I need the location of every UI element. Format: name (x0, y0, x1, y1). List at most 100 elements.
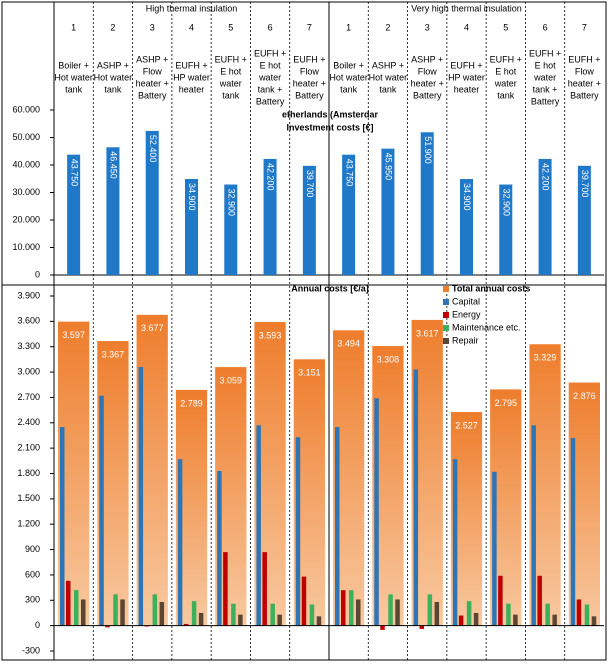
bar (185, 179, 198, 275)
component-bar (545, 603, 550, 626)
component-bar (395, 599, 400, 626)
column-label: Battery (413, 90, 442, 100)
column-label: water (533, 72, 556, 82)
value-label: 43.750 (69, 159, 79, 187)
group-title: Very high thermal insulation (411, 3, 522, 13)
column-number: 7 (582, 22, 587, 32)
component-bar (374, 398, 379, 626)
group-title: High thermal insulation (146, 3, 238, 13)
column-label: EUFH + (568, 54, 600, 64)
component-bar (301, 576, 307, 626)
bar (420, 132, 434, 275)
component-bar (419, 625, 425, 630)
column-label: EUFH + (450, 60, 482, 70)
component-bar (506, 603, 511, 626)
column-label: E hot (260, 60, 282, 70)
value-label: 3.593 (259, 330, 282, 340)
column-label: Battery (570, 90, 599, 100)
component-bar (473, 612, 479, 626)
column-label: tank (497, 90, 515, 100)
column-label: heater (179, 84, 205, 94)
column-label: water (494, 78, 517, 88)
column-label: HP water (448, 72, 485, 82)
component-bar (349, 590, 354, 626)
column-label: heater + (136, 78, 169, 88)
column-label: heater (454, 84, 480, 94)
bar (460, 179, 473, 275)
value-label: 3.597 (62, 330, 85, 340)
value-label: 32.900 (501, 189, 511, 217)
y-tick-label: 2.700 (17, 392, 40, 402)
component-bar (570, 438, 576, 626)
y-tick-label: 0 (35, 620, 40, 630)
column-label: HP water (173, 72, 210, 82)
y-tick-label: 3.600 (17, 316, 40, 326)
y-tick-label: 30.000 (12, 187, 40, 197)
bar (302, 165, 316, 275)
value-label: 39.700 (305, 170, 315, 198)
column-number: 1 (71, 22, 76, 32)
y-tick-label: 1.200 (17, 519, 40, 529)
y-tick-label: 1.800 (17, 468, 40, 478)
column-label: ASHP + (372, 60, 404, 70)
value-label: 3.617 (416, 328, 439, 338)
component-bar (427, 594, 433, 626)
component-bar (531, 425, 536, 626)
column-label: ASHP + (136, 54, 168, 64)
y-tick-label: 300 (25, 595, 40, 605)
component-bar (498, 575, 503, 626)
column-label: water (258, 72, 281, 82)
component-bar (120, 599, 125, 626)
bar (538, 158, 552, 275)
value-label: 2.876 (573, 391, 596, 401)
component-bar (81, 599, 86, 626)
component-bar (434, 601, 440, 626)
y-tick-label: 40.000 (12, 159, 40, 169)
legend-swatch (443, 312, 449, 318)
column-label: EUFH + (175, 60, 207, 70)
column-label: Battery (138, 90, 167, 100)
component-bar (238, 614, 243, 626)
column-label: Flow (143, 66, 163, 76)
column-label: E hot (535, 60, 557, 70)
component-bar (584, 604, 590, 626)
column-label: Flow (418, 66, 438, 76)
component-bar (492, 471, 497, 626)
column-number: 3 (425, 22, 430, 32)
value-label: 42.200 (541, 163, 551, 191)
legend-label: Capital (452, 296, 480, 306)
y-tick-label: 1.500 (17, 493, 40, 503)
component-bar (388, 594, 393, 626)
chart-title: etherlands (Amsterdar (282, 109, 379, 119)
column-number: 1 (346, 22, 351, 32)
column-label: EUFH + (215, 54, 247, 64)
value-label: 3.308 (377, 354, 400, 364)
column-number: 6 (268, 22, 273, 32)
component-bar (256, 425, 261, 626)
component-bar (380, 625, 385, 630)
column-label: heater + (568, 78, 601, 88)
component-bar (356, 599, 361, 626)
column-label: Hot water (94, 72, 133, 82)
legend-swatch (443, 325, 449, 331)
component-bar (413, 369, 419, 626)
value-label: 2.527 (455, 420, 478, 430)
column-label: E hot (220, 66, 242, 76)
component-bar (576, 599, 582, 626)
value-label: 39.700 (580, 170, 590, 198)
value-label: 3.329 (534, 353, 557, 363)
y-tick-label: 10.000 (12, 242, 40, 252)
y-tick-label: 60.000 (12, 104, 40, 114)
component-bar (177, 459, 183, 626)
value-label: 52.400 (148, 135, 158, 163)
component-bar (316, 616, 322, 626)
legend-label: Repair (452, 335, 479, 345)
component-bar (191, 601, 197, 626)
column-number: 5 (503, 22, 508, 32)
y-tick-label: 20.000 (12, 214, 40, 224)
column-label: EUFH + (254, 48, 286, 58)
value-label: 3.059 (220, 375, 243, 385)
component-bar (113, 594, 118, 626)
